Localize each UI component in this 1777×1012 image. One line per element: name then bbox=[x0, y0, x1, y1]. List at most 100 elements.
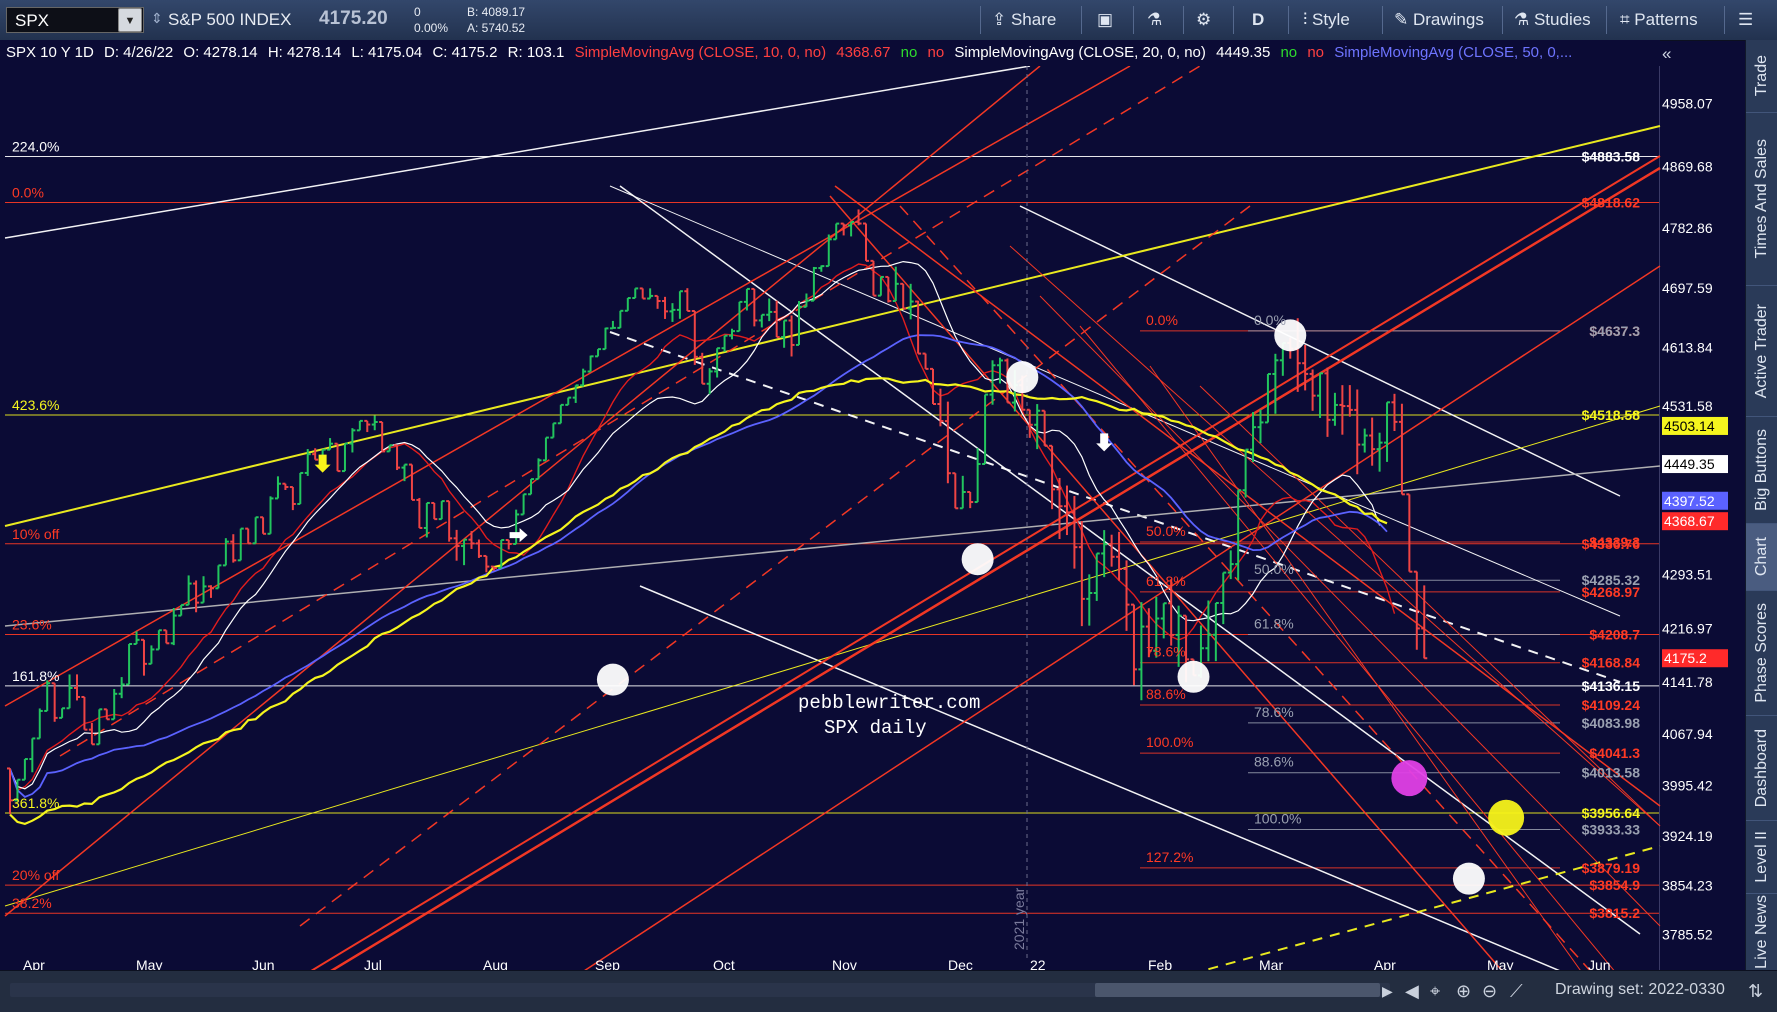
gear-icon[interactable]: ⚙ bbox=[1196, 10, 1212, 29]
sma50-label[interactable]: SimpleMovingAvg (CLOSE, 50, 0,... bbox=[1334, 44, 1573, 61]
separator bbox=[1233, 6, 1234, 34]
markers bbox=[314, 319, 1525, 895]
ohlc-bar bbox=[721, 334, 728, 352]
menu-icon[interactable]: ☰ bbox=[1738, 10, 1754, 29]
tab-times-and-sales[interactable]: Times And Sales bbox=[1746, 113, 1777, 286]
ohlc-bar bbox=[148, 645, 155, 665]
level-price-label: $4883.58 bbox=[1582, 148, 1641, 164]
time-axis-label: Jun bbox=[1588, 957, 1611, 970]
arrow-right-icon bbox=[509, 528, 528, 543]
scroll-right-icon[interactable]: ▶ bbox=[1382, 983, 1393, 999]
ohlc-bar bbox=[967, 490, 974, 509]
ohlc-bar bbox=[498, 539, 505, 570]
link-icon[interactable]: ⇕ bbox=[151, 10, 163, 26]
trend-line bbox=[4, 66, 1131, 707]
zoom-in-icon[interactable]: ⊕ bbox=[1456, 981, 1472, 1001]
time-axis-label: Mar bbox=[1259, 957, 1283, 970]
ohlc-bar bbox=[446, 500, 453, 542]
flask-icon: ⚗ bbox=[1514, 10, 1534, 29]
fib-retracement-label: 100.0% bbox=[1254, 811, 1301, 827]
ohlc-bar bbox=[66, 674, 73, 710]
ohlc-bar bbox=[1391, 393, 1398, 431]
ohlc-bar bbox=[1101, 530, 1108, 578]
tab-trade[interactable]: Trade bbox=[1746, 40, 1777, 113]
fib-retracement-label: 78.6% bbox=[1254, 704, 1294, 720]
trend-line bbox=[4, 66, 1031, 239]
flask-icon[interactable]: ⚗ bbox=[1147, 10, 1163, 29]
ohlc-bar bbox=[1376, 432, 1383, 472]
tab-chart[interactable]: Chart bbox=[1746, 524, 1777, 591]
drawing-tool-icon[interactable]: ⟋ bbox=[1510, 981, 1523, 1001]
ohlc-bar bbox=[810, 266, 817, 302]
ohlc-bar bbox=[684, 288, 691, 313]
ohlc-bar bbox=[304, 449, 311, 476]
zoom-out-icon[interactable]: ⊖ bbox=[1482, 981, 1498, 1001]
price-badge-text: 4397.52 bbox=[1664, 493, 1715, 509]
tab-dashboard[interactable]: Dashboard bbox=[1746, 716, 1777, 821]
ohlc-bar bbox=[1086, 574, 1093, 626]
ohlc-bar bbox=[1272, 353, 1279, 414]
collapse-chevron-icon[interactable]: « bbox=[1662, 44, 1672, 63]
symbol-dropdown-button[interactable]: ▼ bbox=[118, 8, 142, 32]
chart-labels: 224.0% 0.0% 423.6% 10% off 23.6% 161.8% 361.8%… bbox=[12, 138, 1640, 950]
ohlc-bar bbox=[44, 680, 51, 712]
tab-phase-scores[interactable]: Phase Scores bbox=[1746, 591, 1777, 716]
ohlc-bar bbox=[431, 501, 438, 521]
ohlc-bar bbox=[73, 674, 80, 701]
tab-big-buttons[interactable]: Big Buttons bbox=[1746, 417, 1777, 524]
fib-retracement-label: 61.8% bbox=[1254, 616, 1294, 632]
patterns-button[interactable]: ⌗ Patterns bbox=[1620, 10, 1698, 29]
studies-button[interactable]: ⚗ Studies bbox=[1514, 10, 1591, 29]
price-chart[interactable]: 224.0% 0.0% 423.6% 10% off 23.6% 161.8% 361.8%… bbox=[0, 66, 1745, 970]
tab-live-news[interactable]: Live News bbox=[1746, 894, 1777, 971]
ohlc-bar bbox=[1324, 367, 1331, 437]
tab-active-trader[interactable]: Active Trader bbox=[1746, 286, 1777, 417]
sma20-label[interactable]: SimpleMovingAvg (CLOSE, 20, 0, no) bbox=[954, 44, 1206, 61]
bottom-bar: ◀ ▶ ⌖ ⊕ ⊖ ⟋ Drawing set: 2022-0330 ⇅ bbox=[0, 970, 1777, 1012]
scroll-left-icon[interactable]: ◀ bbox=[1405, 981, 1419, 1001]
style-button[interactable]: ⫶ Style bbox=[1303, 10, 1350, 29]
ohlc-bar bbox=[602, 327, 609, 351]
fib-retracement-label: 50.0% bbox=[1146, 523, 1186, 539]
scrollbar-thumb[interactable] bbox=[1095, 983, 1380, 997]
trend-line bbox=[609, 185, 1621, 617]
share-button[interactable]: ⇪ Share bbox=[992, 10, 1057, 29]
ohlc-bar bbox=[1421, 585, 1428, 660]
separator bbox=[1724, 6, 1725, 34]
trend-line bbox=[330, 166, 1661, 970]
settings-toggle-icon[interactable]: ⇅ bbox=[1748, 981, 1764, 1001]
drawings-button[interactable]: ✎ Drawings bbox=[1394, 10, 1484, 29]
ohlc-bar bbox=[699, 352, 706, 385]
camera-icon[interactable]: ▣ bbox=[1097, 10, 1114, 29]
price-badge-bg bbox=[1662, 455, 1728, 474]
ohlc-bar bbox=[490, 565, 497, 571]
ohlc-bar bbox=[729, 328, 736, 340]
ohlc-bar bbox=[1250, 412, 1257, 463]
timeframe-button[interactable]: D bbox=[1252, 10, 1265, 29]
crosshair-icon[interactable]: ⌖ bbox=[1430, 981, 1441, 1001]
price-badge-bg bbox=[1662, 491, 1728, 510]
level-label: 10% off bbox=[12, 526, 59, 542]
ohlc-bar bbox=[140, 638, 147, 676]
trend-line bbox=[4, 125, 1661, 527]
separator bbox=[1502, 6, 1503, 34]
time-scrollbar[interactable] bbox=[10, 983, 1390, 997]
ohlc-bar bbox=[580, 368, 587, 387]
tab-level-ii[interactable]: Level II bbox=[1746, 821, 1777, 894]
top-toolbar: SPX ▼ ⇕ S&P 500 INDEX 4175.20 0 0.00% B:… bbox=[0, 0, 1777, 41]
ohlc-bar bbox=[21, 758, 28, 781]
level-price-label: $4518.58 bbox=[1582, 407, 1641, 423]
trend-line bbox=[1079, 325, 1615, 970]
time-axis-label: Jul bbox=[364, 957, 382, 970]
yellow-circle-marker bbox=[1488, 799, 1525, 836]
level-label: 38.2% bbox=[12, 895, 52, 911]
separator bbox=[1606, 6, 1607, 34]
price-axis-tick-label: 4613.84 bbox=[1662, 340, 1713, 356]
level-price-label: $3933.33 bbox=[1582, 822, 1641, 838]
ohlc-bar bbox=[416, 497, 423, 529]
sma10-label[interactable]: SimpleMovingAvg (CLOSE, 10, 0, no) bbox=[574, 44, 827, 61]
status-date: D: 4/26/22 bbox=[104, 44, 174, 61]
ohlc-bar bbox=[781, 319, 788, 348]
ohlc-bar bbox=[632, 287, 639, 300]
ohlc-bar bbox=[1078, 520, 1085, 627]
